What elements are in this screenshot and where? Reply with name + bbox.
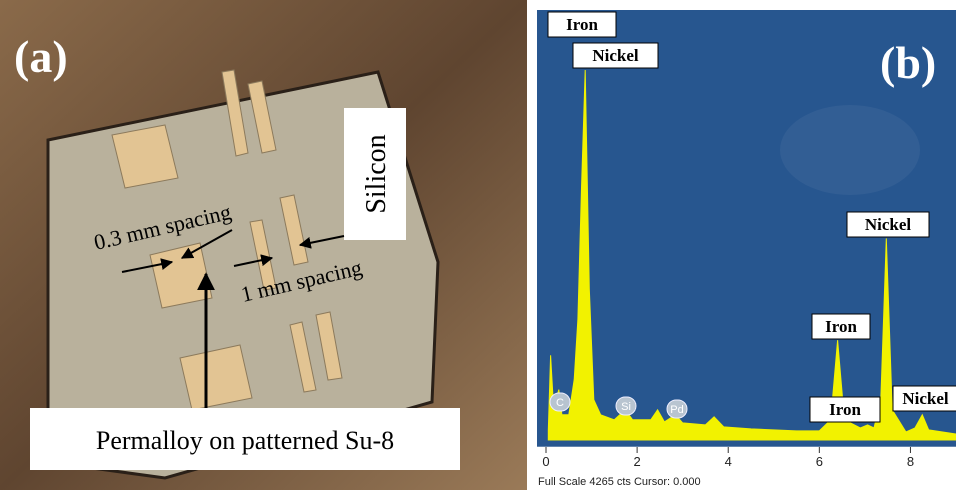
x-tick-label: 6	[816, 454, 823, 469]
panel-a: (a) Silicon 0.3 mm spacing 1 mm spacing …	[0, 0, 527, 490]
peak-label: Nickel	[592, 46, 639, 65]
panel-b: 0 2 4 6 8 Full Scale 4265 cts Cursor: 0.000 (b…	[537, 10, 956, 490]
x-tick-label: 2	[633, 454, 640, 469]
watermark	[780, 105, 920, 195]
x-tick-label: 8	[907, 454, 914, 469]
element-marker-label: Si	[621, 401, 631, 413]
figure: (a) Silicon 0.3 mm spacing 1 mm spacing …	[0, 0, 956, 490]
material-label: Silicon	[361, 134, 392, 213]
peak-label: Iron	[829, 400, 861, 419]
element-marker-label: C	[556, 397, 564, 409]
element-marker-label: Pd	[670, 404, 683, 416]
caption: Permalloy on patterned Su-8	[96, 426, 394, 455]
peak-label: Iron	[825, 317, 857, 336]
x-tick-label: 0	[542, 454, 549, 469]
footer: Full Scale 4265 cts Cursor: 0.000	[538, 476, 701, 488]
peak-label: Nickel	[902, 389, 949, 408]
panel-label: (b)	[880, 37, 936, 88]
x-tick-label: 4	[725, 454, 732, 469]
panel-label: (a)	[14, 31, 68, 82]
peak-label: Nickel	[865, 215, 912, 234]
peak-label: Iron	[566, 15, 598, 34]
